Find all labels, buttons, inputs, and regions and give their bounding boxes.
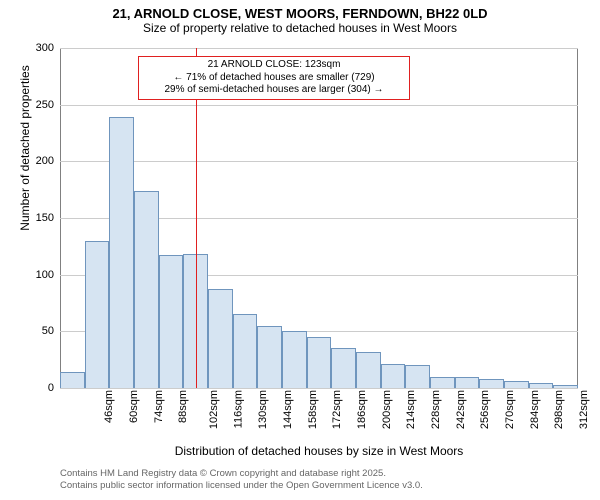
histogram-bar [85,241,110,388]
y-tick-label: 0 [20,382,60,394]
x-tick-label: 60sqm [128,390,140,423]
histogram-bar [208,289,233,388]
x-tick-label: 88sqm [177,390,189,423]
histogram-bar [504,381,529,388]
x-tick-label: 284sqm [529,390,541,429]
histogram-bar [479,379,504,388]
gridline [60,48,578,49]
x-tick-label: 186sqm [356,390,368,429]
x-tick-label: 46sqm [103,390,115,423]
histogram-bar [553,385,578,388]
chart-title-line1: 21, ARNOLD CLOSE, WEST MOORS, FERNDOWN, … [0,0,600,21]
x-tick-label: 242sqm [455,390,467,429]
callout-line2: ← 71% of detached houses are smaller (72… [145,72,403,85]
chart-container: 21, ARNOLD CLOSE, WEST MOORS, FERNDOWN, … [0,0,600,500]
histogram-bar [109,117,134,388]
gridline [60,161,578,162]
histogram-bar [381,364,406,388]
histogram-bar [233,314,258,388]
reference-callout: 21 ARNOLD CLOSE: 123sqm ← 71% of detache… [138,56,410,100]
histogram-bar [257,326,282,388]
histogram-bar [356,352,381,388]
x-tick-label: 172sqm [331,390,343,429]
chart-title-line2: Size of property relative to detached ho… [0,21,600,35]
x-tick-label: 102sqm [208,390,220,429]
x-tick-label: 116sqm [232,390,244,428]
histogram-bar [60,372,85,388]
histogram-bar [307,337,332,388]
x-tick-label: 74sqm [153,390,165,423]
gridline [60,105,578,106]
histogram-bar [455,377,480,388]
x-tick-label: 130sqm [257,390,269,429]
x-tick-label: 158sqm [307,390,319,429]
attribution-line2: Contains public sector information licen… [60,480,423,492]
histogram-bar [282,331,307,388]
x-tick-label: 270sqm [504,390,516,429]
x-tick-label: 256sqm [479,390,491,429]
x-tick-label: 200sqm [381,390,393,429]
histogram-bar [159,255,184,388]
attribution-text: Contains HM Land Registry data © Crown c… [60,468,423,492]
histogram-bar [529,383,554,388]
y-axis-title: Number of detached properties [18,0,32,318]
x-tick-label: 298sqm [553,390,565,429]
x-tick-label: 214sqm [405,390,417,429]
x-axis-title: Distribution of detached houses by size … [60,444,578,458]
histogram-bar [331,348,356,388]
histogram-bar [430,377,455,388]
callout-line3: 29% of semi-detached houses are larger (… [145,84,403,97]
x-tick-label: 312sqm [578,390,590,429]
gridline [60,388,578,389]
callout-line1: 21 ARNOLD CLOSE: 123sqm [145,59,403,72]
y-tick-label: 50 [20,325,60,337]
x-tick-label: 228sqm [430,390,442,429]
histogram-bar [405,365,430,388]
x-tick-label: 144sqm [282,390,294,429]
histogram-bar [134,191,159,388]
attribution-line1: Contains HM Land Registry data © Crown c… [60,468,423,480]
